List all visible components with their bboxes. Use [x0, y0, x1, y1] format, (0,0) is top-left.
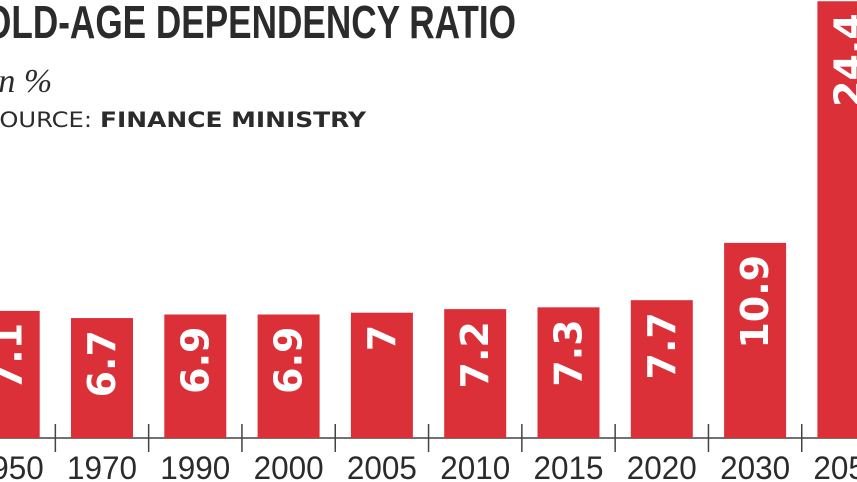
value-label: 7.2 [453, 321, 497, 388]
x-tick-label: 1950 [0, 450, 44, 482]
x-tick-label: 2000 [254, 450, 324, 482]
value-label: 10.9 [733, 255, 777, 349]
value-label: 6.9 [173, 326, 217, 393]
bar [164, 314, 227, 438]
bar [350, 312, 413, 438]
x-tick-label: 2030 [720, 450, 790, 482]
value-label: 7.7 [640, 312, 684, 379]
bar [71, 318, 133, 438]
x-tick-label: 2005 [347, 450, 417, 482]
value-label: 7.1 [0, 323, 31, 390]
value-label: 6.9 [267, 326, 311, 393]
bar [257, 314, 320, 438]
x-tick-label: 2010 [440, 450, 510, 482]
x-tick-label: 2020 [627, 450, 697, 482]
x-tick-label: 1970 [67, 450, 137, 482]
bar [0, 310, 40, 438]
value-label: 7.3 [547, 319, 591, 386]
value-label: 7 [360, 325, 404, 351]
chart-title: OLD-AGE DEPENDENCY RATIO [0, 0, 516, 48]
bar [537, 307, 600, 438]
source-label: SOURCE: [0, 108, 92, 132]
bar [630, 300, 693, 438]
bar [444, 309, 507, 438]
x-tick-label: 1990 [160, 450, 230, 482]
value-label: 24.4 [826, 13, 857, 107]
value-label: 6.7 [80, 330, 124, 397]
chart-subtitle: In % [0, 63, 52, 100]
x-tick-label: 2050 [813, 450, 857, 482]
bar [724, 242, 787, 438]
source: FINANCE MINISTRY [100, 108, 367, 132]
x-tick-label: 2015 [534, 450, 604, 482]
bar [817, 1, 857, 439]
